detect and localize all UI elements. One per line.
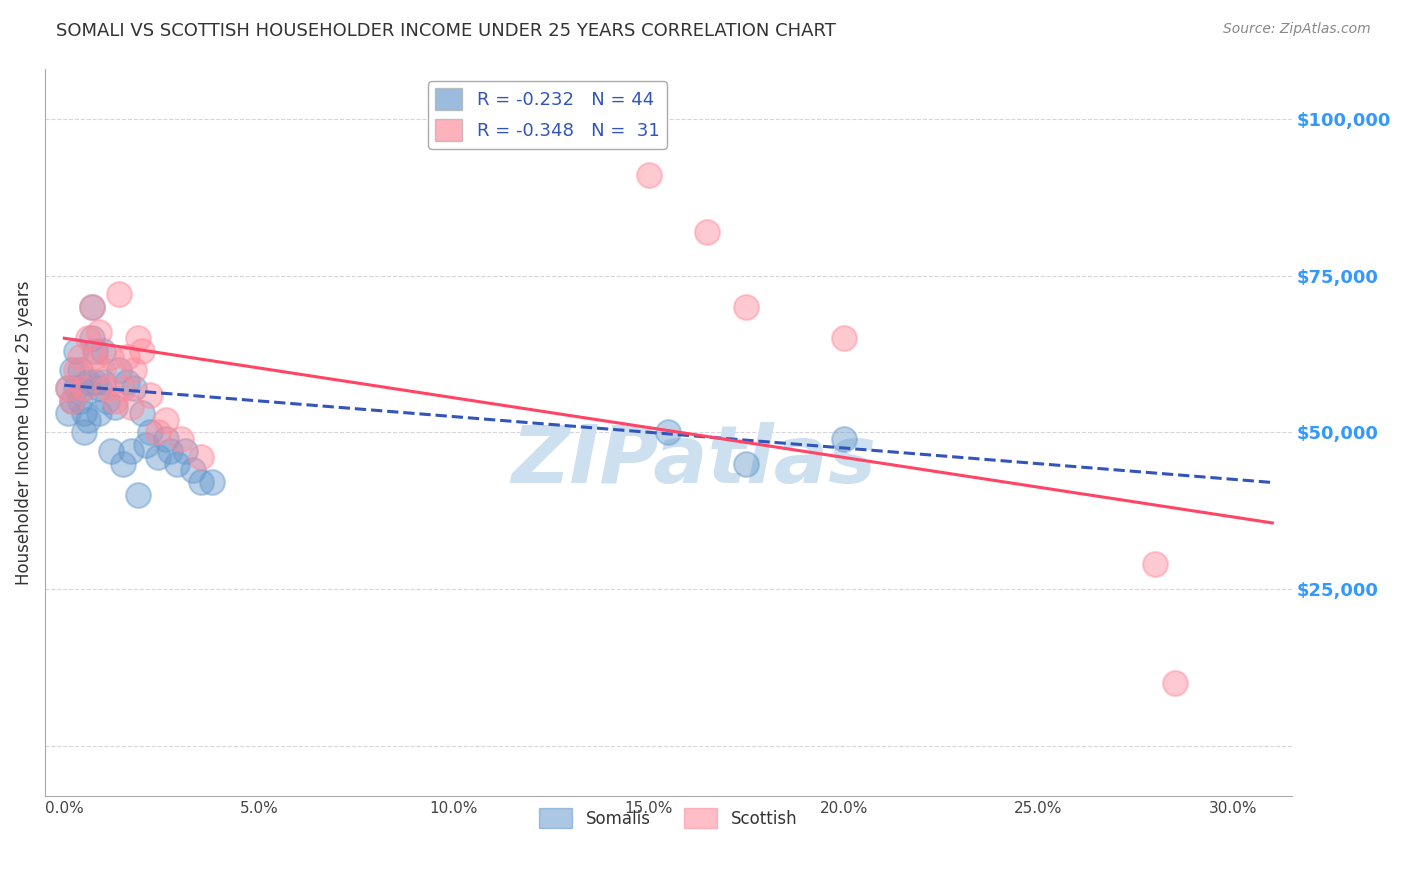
Point: [76, 413, 98, 427]
Point: [120, 401, 142, 415]
Point: [89, 325, 111, 339]
Point: [201, 475, 224, 490]
Point: [56, 381, 79, 395]
Point: [65, 343, 87, 358]
Point: [69, 362, 91, 376]
Point: [832, 331, 855, 345]
Point: [735, 457, 758, 471]
Point: [108, 362, 131, 376]
Point: [69, 393, 91, 408]
Point: [115, 350, 138, 364]
Point: [131, 343, 153, 358]
Point: [1144, 557, 1167, 571]
Point: [80, 300, 103, 314]
Point: [69, 350, 91, 364]
Point: [120, 444, 142, 458]
Point: [76, 331, 98, 345]
Text: SOMALI VS SCOTTISH HOUSEHOLDER INCOME UNDER 25 YEARS CORRELATION CHART: SOMALI VS SCOTTISH HOUSEHOLDER INCOME UN…: [56, 22, 837, 40]
Point: [60, 393, 83, 408]
Point: [84, 343, 107, 358]
Point: [73, 425, 96, 440]
Point: [832, 432, 855, 446]
Point: [135, 438, 157, 452]
Point: [100, 444, 122, 458]
Point: [124, 381, 146, 395]
Point: [637, 168, 659, 182]
Point: [104, 393, 127, 408]
Text: Source: ZipAtlas.com: Source: ZipAtlas.com: [1223, 22, 1371, 37]
Point: [96, 381, 118, 395]
Point: [155, 432, 177, 446]
Point: [104, 401, 127, 415]
Point: [76, 375, 98, 389]
Point: [166, 457, 188, 471]
Point: [146, 425, 169, 440]
Point: [91, 343, 114, 358]
Text: ZIPatlas: ZIPatlas: [510, 423, 876, 500]
Point: [84, 375, 107, 389]
Point: [159, 444, 181, 458]
Point: [127, 331, 149, 345]
Point: [73, 381, 96, 395]
Point: [181, 463, 204, 477]
Point: [127, 488, 149, 502]
Point: [91, 362, 114, 376]
Point: [139, 425, 162, 440]
Point: [190, 475, 212, 490]
Point: [115, 375, 138, 389]
Point: [111, 457, 134, 471]
Point: [60, 362, 83, 376]
Point: [80, 300, 103, 314]
Point: [146, 450, 169, 465]
Point: [96, 393, 118, 408]
Point: [131, 407, 153, 421]
Point: [100, 350, 122, 364]
Point: [89, 407, 111, 421]
Point: [65, 381, 87, 395]
Point: [84, 350, 107, 364]
Point: [56, 381, 79, 395]
Point: [108, 287, 131, 301]
Point: [56, 407, 79, 421]
Point: [60, 393, 83, 408]
Point: [89, 381, 111, 395]
Point: [190, 450, 212, 465]
Point: [73, 407, 96, 421]
Point: [735, 300, 758, 314]
Point: [174, 444, 197, 458]
Point: [155, 413, 177, 427]
Point: [139, 387, 162, 401]
Point: [696, 225, 718, 239]
Point: [170, 432, 193, 446]
Point: [1164, 676, 1187, 690]
Point: [657, 425, 679, 440]
Y-axis label: Householder Income Under 25 years: Householder Income Under 25 years: [15, 280, 32, 584]
Point: [111, 381, 134, 395]
Point: [91, 375, 114, 389]
Point: [124, 362, 146, 376]
Point: [73, 381, 96, 395]
Point: [80, 331, 103, 345]
Legend: Somalis, Scottish: Somalis, Scottish: [533, 801, 804, 835]
Point: [65, 362, 87, 376]
